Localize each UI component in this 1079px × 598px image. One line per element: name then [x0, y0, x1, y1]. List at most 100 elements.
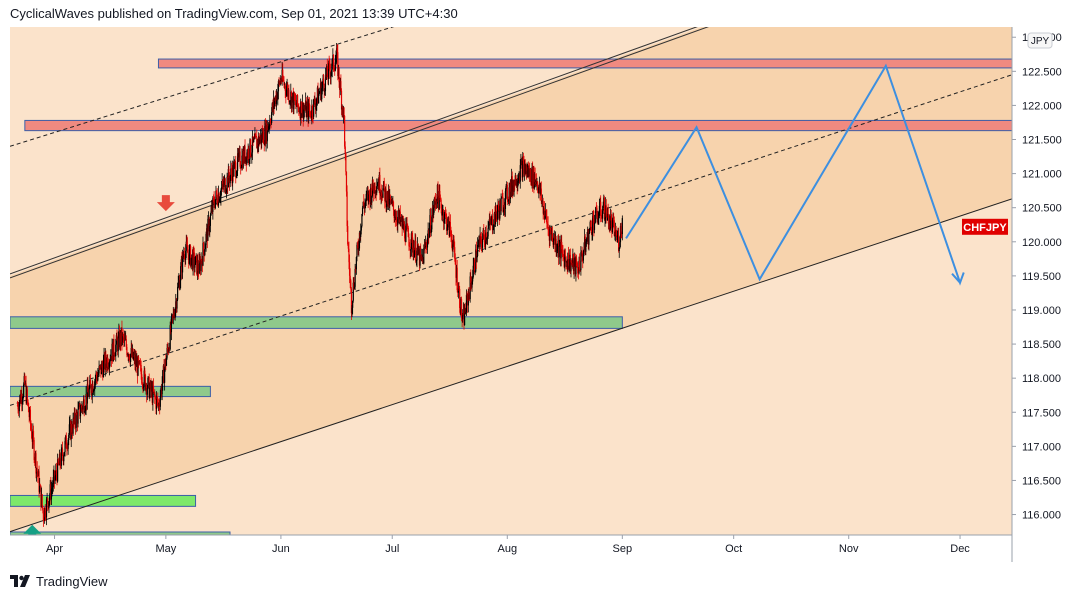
candle-body [445, 213, 447, 216]
candle-body [354, 268, 356, 287]
candle-body [530, 169, 532, 183]
candle-body [488, 218, 490, 226]
candle [183, 246, 185, 263]
candle-body [442, 209, 444, 212]
candle-body [66, 448, 68, 450]
candle-body [438, 190, 440, 210]
candle-body [434, 198, 436, 201]
candle-body [18, 409, 20, 412]
candle [474, 270, 476, 276]
candle-body [80, 405, 82, 413]
candle [96, 371, 98, 385]
candle [459, 285, 461, 313]
candle [287, 82, 289, 100]
candle [28, 406, 30, 423]
candle [511, 168, 513, 197]
tradingview-logo-icon [10, 575, 30, 587]
candle-body [321, 88, 323, 100]
candle [300, 101, 302, 124]
candle-body [339, 81, 341, 90]
candle-body [225, 189, 228, 193]
candle-body [523, 160, 525, 174]
candle [132, 348, 134, 361]
candle-body [371, 195, 373, 203]
candle-body [65, 435, 67, 449]
candle [94, 374, 96, 389]
candle [204, 243, 207, 250]
candle [19, 389, 22, 404]
candle [355, 256, 357, 275]
candle-body [252, 136, 254, 143]
candle-body [167, 349, 169, 353]
candle [335, 43, 338, 65]
candle-body [472, 277, 474, 282]
candle [340, 74, 342, 92]
candle [487, 220, 489, 239]
candle [35, 450, 37, 479]
candle-body [280, 80, 283, 82]
candle-body [348, 248, 350, 263]
candle [339, 77, 341, 96]
candle-body [393, 209, 395, 218]
candle [126, 344, 128, 358]
candle [554, 231, 557, 253]
candle-body [290, 91, 292, 102]
candle-body [67, 439, 69, 449]
candle [141, 376, 143, 390]
symbol-badge: CHFJPY [962, 218, 1008, 235]
candle [253, 133, 255, 141]
candle [384, 186, 387, 203]
candle [460, 296, 463, 322]
candle-body [125, 338, 127, 341]
candle-body [199, 260, 202, 272]
candle [42, 505, 44, 514]
candle-body [264, 126, 266, 145]
candle [287, 88, 289, 101]
candle-body [420, 248, 422, 256]
candle-body [124, 337, 126, 341]
candle [375, 186, 377, 201]
candle [113, 334, 115, 360]
candle [447, 217, 449, 231]
candle-body [18, 402, 20, 412]
candle [491, 209, 494, 235]
candle-body [466, 294, 468, 296]
candle-body [259, 139, 261, 145]
candle [600, 214, 602, 223]
candle-body [101, 363, 103, 368]
candle-body [527, 167, 529, 171]
candle-body [84, 407, 87, 412]
candle [321, 81, 323, 95]
candle-body [389, 196, 391, 199]
channel-fill [10, 27, 1012, 532]
candle-body [617, 235, 619, 236]
candle [89, 374, 92, 385]
candle [63, 452, 65, 466]
candle [399, 209, 401, 225]
candle-body [488, 225, 490, 229]
candle-body [388, 190, 390, 206]
candle [523, 155, 525, 177]
candle-body [475, 249, 477, 262]
candle [296, 94, 298, 114]
candle [133, 351, 135, 361]
candle [58, 449, 61, 466]
candle-body [35, 468, 38, 474]
candle-body [512, 185, 515, 192]
candle [535, 173, 537, 187]
candle [255, 135, 257, 138]
candle [305, 97, 307, 118]
candle-body [394, 217, 396, 220]
support-zone-1 [10, 316, 623, 329]
candle-body [257, 140, 259, 147]
candle-body [585, 240, 588, 242]
candle-body [446, 215, 448, 231]
candle [87, 376, 89, 393]
candle-body [73, 418, 75, 422]
candle [36, 461, 38, 478]
candle [507, 199, 510, 205]
candle-body [271, 112, 273, 123]
candle [501, 189, 503, 198]
candle-body [301, 102, 304, 114]
